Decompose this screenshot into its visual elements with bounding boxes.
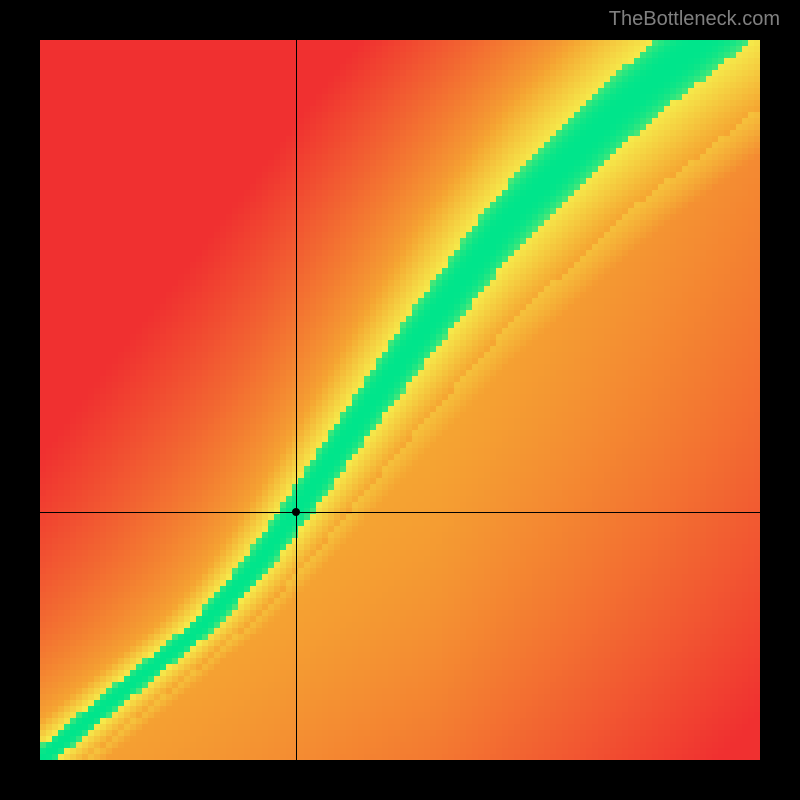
data-point-marker [292, 508, 300, 516]
watermark-text: TheBottleneck.com [609, 8, 780, 31]
heatmap-canvas [40, 40, 760, 760]
crosshair-vertical [296, 40, 297, 760]
heatmap-plot [40, 40, 760, 760]
crosshair-horizontal [40, 512, 760, 513]
